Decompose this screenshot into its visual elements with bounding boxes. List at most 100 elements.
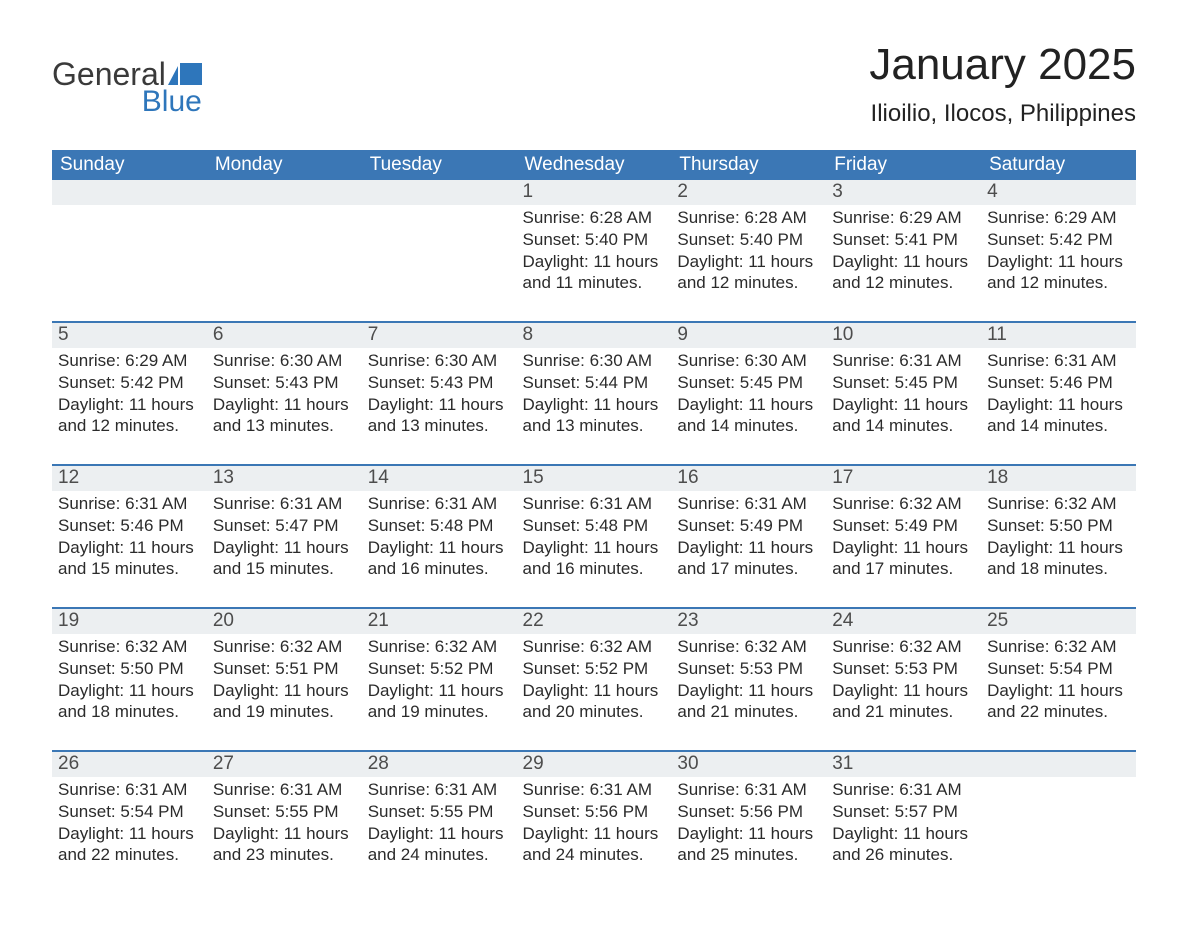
sunset-line: Sunset: 5:45 PM	[677, 372, 820, 394]
sunset-line: Sunset: 5:43 PM	[213, 372, 356, 394]
daylight-line: Daylight: 11 hours and 15 minutes.	[213, 537, 356, 581]
calendar-day-cell: 30Sunrise: 6:31 AMSunset: 5:56 PMDayligh…	[671, 751, 826, 893]
sunrise-line: Sunrise: 6:30 AM	[213, 350, 356, 372]
daylight-line: Daylight: 11 hours and 16 minutes.	[368, 537, 511, 581]
sunrise-line: Sunrise: 6:31 AM	[677, 779, 820, 801]
calendar-page: General Blue January 2025 Ilioilio, Iloc…	[0, 0, 1188, 933]
sunset-line: Sunset: 5:50 PM	[58, 658, 201, 680]
sunset-line: Sunset: 5:53 PM	[832, 658, 975, 680]
day-details: Sunrise: 6:32 AMSunset: 5:50 PMDaylight:…	[52, 634, 207, 750]
weekday-header: Friday	[826, 150, 981, 180]
sunset-line: Sunset: 5:40 PM	[677, 229, 820, 251]
day-details: Sunrise: 6:31 AMSunset: 5:56 PMDaylight:…	[671, 777, 826, 893]
calendar-day-cell: 31Sunrise: 6:31 AMSunset: 5:57 PMDayligh…	[826, 751, 981, 893]
calendar-day-cell: 10Sunrise: 6:31 AMSunset: 5:45 PMDayligh…	[826, 322, 981, 465]
day-details	[362, 205, 517, 321]
day-details: Sunrise: 6:30 AMSunset: 5:43 PMDaylight:…	[207, 348, 362, 464]
day-number-strip: 12	[52, 466, 207, 491]
sunrise-line: Sunrise: 6:31 AM	[58, 493, 201, 515]
daylight-line: Daylight: 11 hours and 12 minutes.	[987, 251, 1130, 295]
calendar-day-cell: 9Sunrise: 6:30 AMSunset: 5:45 PMDaylight…	[671, 322, 826, 465]
day-details: Sunrise: 6:32 AMSunset: 5:52 PMDaylight:…	[517, 634, 672, 750]
calendar-day-cell	[981, 751, 1136, 893]
sunset-line: Sunset: 5:53 PM	[677, 658, 820, 680]
sunrise-line: Sunrise: 6:32 AM	[987, 493, 1130, 515]
day-details: Sunrise: 6:29 AMSunset: 5:42 PMDaylight:…	[52, 348, 207, 464]
sunrise-line: Sunrise: 6:30 AM	[677, 350, 820, 372]
weekday-header: Sunday	[52, 150, 207, 180]
day-details: Sunrise: 6:31 AMSunset: 5:48 PMDaylight:…	[362, 491, 517, 607]
sunset-line: Sunset: 5:52 PM	[523, 658, 666, 680]
sunrise-line: Sunrise: 6:32 AM	[58, 636, 201, 658]
day-details: Sunrise: 6:31 AMSunset: 5:54 PMDaylight:…	[52, 777, 207, 893]
day-number-strip: 18	[981, 466, 1136, 491]
daylight-line: Daylight: 11 hours and 14 minutes.	[987, 394, 1130, 438]
sunrise-line: Sunrise: 6:31 AM	[368, 493, 511, 515]
sunset-line: Sunset: 5:42 PM	[58, 372, 201, 394]
day-number-strip: 24	[826, 609, 981, 634]
day-number-strip: 8	[517, 323, 672, 348]
daylight-line: Daylight: 11 hours and 13 minutes.	[368, 394, 511, 438]
month-title: January 2025	[869, 40, 1136, 90]
day-number-strip: 4	[981, 180, 1136, 205]
calendar-day-cell: 23Sunrise: 6:32 AMSunset: 5:53 PMDayligh…	[671, 608, 826, 751]
sunset-line: Sunset: 5:50 PM	[987, 515, 1130, 537]
daylight-line: Daylight: 11 hours and 13 minutes.	[523, 394, 666, 438]
day-number-strip	[981, 752, 1136, 777]
sunrise-line: Sunrise: 6:31 AM	[523, 493, 666, 515]
sunset-line: Sunset: 5:46 PM	[58, 515, 201, 537]
calendar-day-cell	[52, 180, 207, 322]
sunset-line: Sunset: 5:48 PM	[368, 515, 511, 537]
sunrise-line: Sunrise: 6:31 AM	[213, 779, 356, 801]
sunrise-line: Sunrise: 6:31 AM	[213, 493, 356, 515]
location-subtitle: Ilioilio, Ilocos, Philippines	[869, 100, 1136, 128]
sunset-line: Sunset: 5:43 PM	[368, 372, 511, 394]
calendar-day-cell	[207, 180, 362, 322]
calendar-day-cell: 14Sunrise: 6:31 AMSunset: 5:48 PMDayligh…	[362, 465, 517, 608]
calendar-day-cell: 29Sunrise: 6:31 AMSunset: 5:56 PMDayligh…	[517, 751, 672, 893]
sunset-line: Sunset: 5:51 PM	[213, 658, 356, 680]
daylight-line: Daylight: 11 hours and 21 minutes.	[832, 680, 975, 724]
sunset-line: Sunset: 5:54 PM	[987, 658, 1130, 680]
daylight-line: Daylight: 11 hours and 19 minutes.	[213, 680, 356, 724]
weekday-header-row: Sunday Monday Tuesday Wednesday Thursday…	[52, 150, 1136, 180]
day-details: Sunrise: 6:29 AMSunset: 5:41 PMDaylight:…	[826, 205, 981, 321]
sunrise-line: Sunrise: 6:31 AM	[523, 779, 666, 801]
daylight-line: Daylight: 11 hours and 15 minutes.	[58, 537, 201, 581]
day-number-strip: 30	[671, 752, 826, 777]
calendar-day-cell: 16Sunrise: 6:31 AMSunset: 5:49 PMDayligh…	[671, 465, 826, 608]
calendar-week-row: 1Sunrise: 6:28 AMSunset: 5:40 PMDaylight…	[52, 180, 1136, 322]
day-details	[207, 205, 362, 321]
day-number-strip: 27	[207, 752, 362, 777]
sunset-line: Sunset: 5:41 PM	[832, 229, 975, 251]
sunset-line: Sunset: 5:49 PM	[677, 515, 820, 537]
calendar-day-cell: 15Sunrise: 6:31 AMSunset: 5:48 PMDayligh…	[517, 465, 672, 608]
sunrise-line: Sunrise: 6:31 AM	[987, 350, 1130, 372]
sunset-line: Sunset: 5:42 PM	[987, 229, 1130, 251]
sunrise-line: Sunrise: 6:29 AM	[58, 350, 201, 372]
daylight-line: Daylight: 11 hours and 22 minutes.	[58, 823, 201, 867]
sunrise-line: Sunrise: 6:32 AM	[677, 636, 820, 658]
sunset-line: Sunset: 5:47 PM	[213, 515, 356, 537]
day-number-strip: 13	[207, 466, 362, 491]
sunrise-line: Sunrise: 6:32 AM	[368, 636, 511, 658]
calendar-day-cell: 17Sunrise: 6:32 AMSunset: 5:49 PMDayligh…	[826, 465, 981, 608]
day-number-strip: 22	[517, 609, 672, 634]
day-number-strip: 3	[826, 180, 981, 205]
daylight-line: Daylight: 11 hours and 18 minutes.	[58, 680, 201, 724]
weekday-header: Tuesday	[362, 150, 517, 180]
calendar-week-row: 19Sunrise: 6:32 AMSunset: 5:50 PMDayligh…	[52, 608, 1136, 751]
daylight-line: Daylight: 11 hours and 24 minutes.	[368, 823, 511, 867]
day-details: Sunrise: 6:30 AMSunset: 5:44 PMDaylight:…	[517, 348, 672, 464]
sunset-line: Sunset: 5:55 PM	[368, 801, 511, 823]
day-number-strip	[362, 180, 517, 205]
calendar-week-row: 12Sunrise: 6:31 AMSunset: 5:46 PMDayligh…	[52, 465, 1136, 608]
sunrise-line: Sunrise: 6:29 AM	[832, 207, 975, 229]
sunrise-line: Sunrise: 6:28 AM	[677, 207, 820, 229]
day-details: Sunrise: 6:31 AMSunset: 5:48 PMDaylight:…	[517, 491, 672, 607]
daylight-line: Daylight: 11 hours and 11 minutes.	[523, 251, 666, 295]
day-details: Sunrise: 6:32 AMSunset: 5:52 PMDaylight:…	[362, 634, 517, 750]
day-details: Sunrise: 6:31 AMSunset: 5:49 PMDaylight:…	[671, 491, 826, 607]
day-number-strip: 25	[981, 609, 1136, 634]
sunset-line: Sunset: 5:57 PM	[832, 801, 975, 823]
